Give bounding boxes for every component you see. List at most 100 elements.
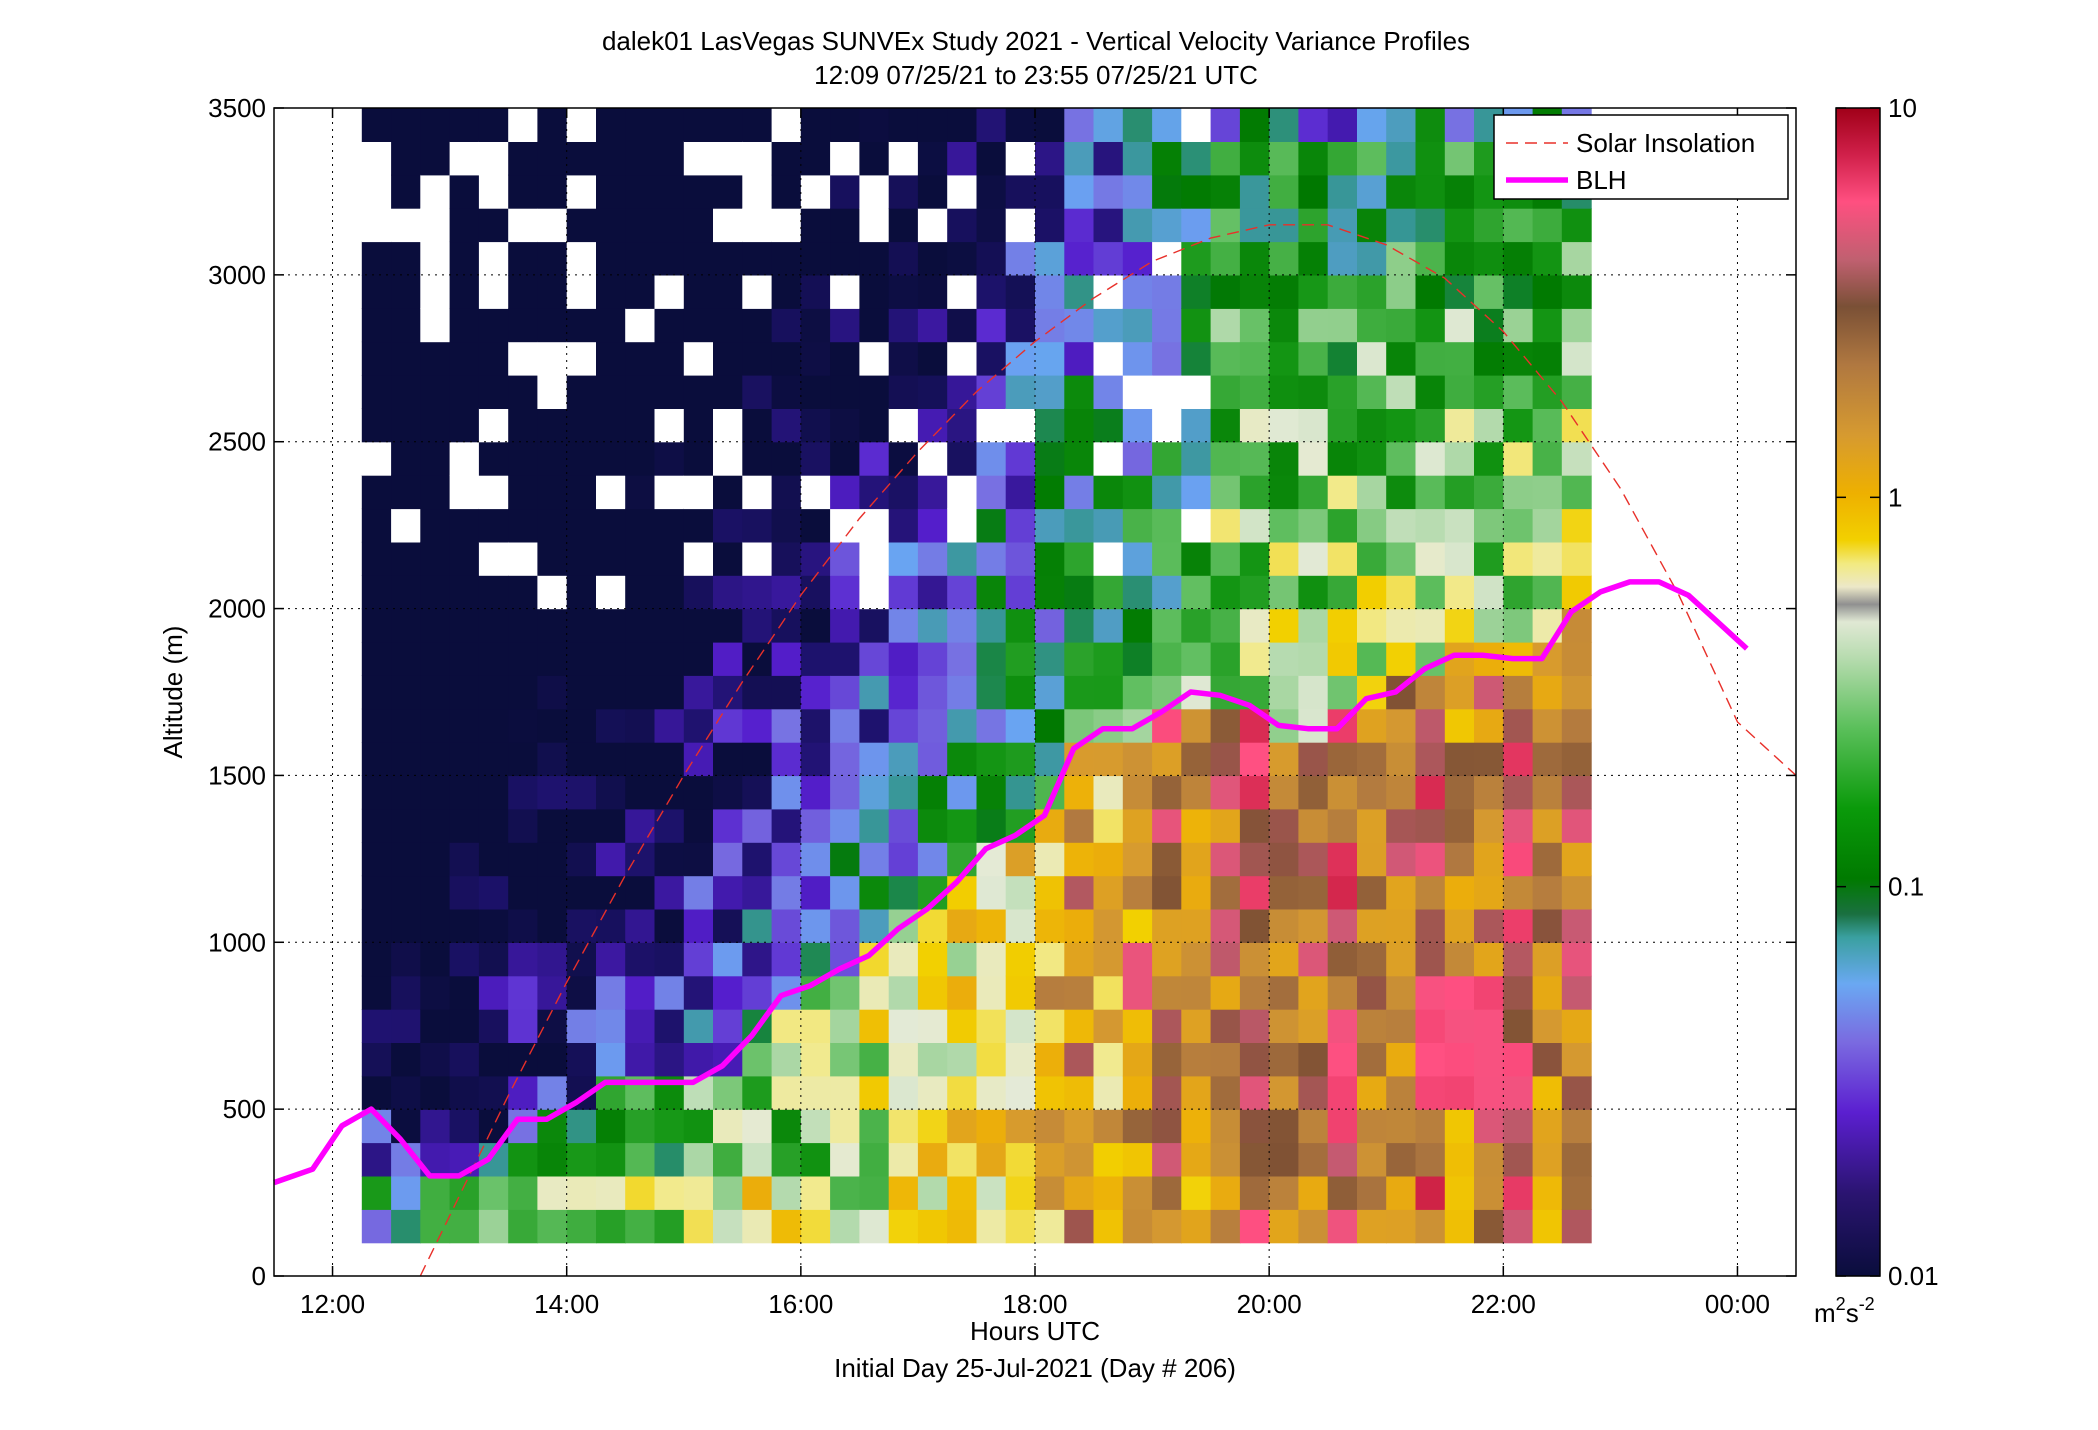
heatmap-cell <box>1532 475 1563 510</box>
heatmap-cell <box>713 541 743 576</box>
heatmap-cell <box>391 1075 421 1110</box>
heatmap-cell <box>771 908 802 943</box>
heatmap-cell <box>947 808 978 843</box>
heatmap-cell <box>1503 441 1534 476</box>
heatmap-cell <box>1503 1109 1534 1144</box>
heatmap-cell <box>1005 675 1036 710</box>
heatmap-cell <box>596 475 626 510</box>
heatmap-cell <box>625 808 656 843</box>
heatmap-cell <box>625 375 656 409</box>
heatmap-cell <box>1474 808 1504 843</box>
heatmap-cell <box>1357 408 1387 443</box>
heatmap-cell <box>888 341 919 376</box>
heatmap-cell <box>1239 274 1270 309</box>
heatmap-cell <box>683 1109 714 1144</box>
heatmap-cell <box>508 608 539 643</box>
heatmap-cell <box>683 1142 714 1177</box>
heatmap-cell <box>1035 141 1065 176</box>
heatmap-cell <box>1298 908 1329 943</box>
heatmap-cell <box>1239 1209 1270 1244</box>
heatmap-cell <box>888 408 919 443</box>
heatmap-cell <box>1035 475 1065 510</box>
heatmap-cell <box>566 575 597 610</box>
heatmap-cell <box>1035 808 1065 843</box>
heatmap-cell <box>800 1142 831 1177</box>
heatmap-cell <box>449 475 480 510</box>
heatmap-cell <box>1064 141 1095 176</box>
heatmap-cell <box>917 942 948 977</box>
heatmap-cell <box>596 608 626 643</box>
heatmap-cell <box>683 141 714 176</box>
heatmap-cell <box>947 308 978 343</box>
heatmap-cell <box>771 375 802 409</box>
heatmap-cell <box>1093 875 1124 910</box>
heatmap-cell <box>800 708 831 743</box>
heatmap-cell <box>654 241 685 276</box>
heatmap-cell <box>654 1142 685 1177</box>
heatmap-cell <box>537 108 568 142</box>
heatmap-cell <box>654 575 685 610</box>
heatmap-cell <box>1444 608 1475 643</box>
heatmap-cell <box>742 742 773 777</box>
heatmap-cell <box>566 742 597 777</box>
heatmap-cell <box>917 742 948 777</box>
heatmap-cell <box>742 1209 773 1244</box>
heatmap-cell <box>947 975 978 1010</box>
heatmap-cell <box>420 708 451 743</box>
heatmap-cell <box>420 1042 451 1077</box>
heatmap-cell <box>1532 875 1563 910</box>
heatmap-cell <box>800 1042 831 1077</box>
heatmap-cell <box>1064 575 1095 610</box>
heatmap-cell <box>596 708 626 743</box>
heatmap-cell <box>1122 775 1153 810</box>
heatmap-cell <box>1503 775 1534 810</box>
heatmap-cell <box>1152 975 1182 1010</box>
heatmap-cell <box>654 608 685 643</box>
heatmap-cell <box>391 708 421 743</box>
heatmap-cell <box>1357 708 1387 743</box>
heatmap-cell <box>1152 341 1182 376</box>
heatmap-cell <box>508 208 539 243</box>
heatmap-cell <box>1327 341 1358 376</box>
heatmap-cell <box>566 208 597 243</box>
heatmap-cell <box>1093 241 1124 276</box>
heatmap-cell <box>859 241 890 276</box>
heatmap-cell <box>1122 842 1153 877</box>
heatmap-cell <box>976 1175 1007 1210</box>
heatmap-cell <box>976 608 1007 643</box>
heatmap-cell <box>800 1009 831 1043</box>
heatmap-cell <box>1035 1009 1065 1043</box>
heatmap-cell <box>917 1209 948 1244</box>
heatmap-cell <box>1005 842 1036 877</box>
heatmap-cell <box>361 842 392 877</box>
heatmap-cell <box>1239 808 1270 843</box>
heatmap-cell <box>742 842 773 877</box>
heatmap-cell <box>830 1042 860 1077</box>
heatmap-cell <box>1357 1142 1387 1177</box>
heatmap-cell <box>1269 775 1300 810</box>
heatmap-cell <box>1005 1042 1036 1077</box>
heatmap-cell <box>1122 1075 1153 1110</box>
heatmap-cell <box>1005 475 1036 510</box>
heatmap-cell <box>1239 108 1270 142</box>
heatmap-cell <box>1122 1109 1153 1144</box>
heatmap-cell <box>566 108 597 142</box>
heatmap-cell <box>420 1175 451 1210</box>
heatmap-cell <box>420 408 451 443</box>
heatmap-cell <box>771 108 802 142</box>
heatmap-cell <box>830 208 860 243</box>
heatmap-cell <box>1064 942 1095 977</box>
heatmap-cell <box>742 508 773 543</box>
heatmap-cell <box>537 475 568 510</box>
heatmap-cell <box>713 1175 743 1210</box>
heatmap-cell <box>683 708 714 743</box>
heatmap-cell <box>1152 842 1182 877</box>
heatmap-cell <box>478 575 509 610</box>
heatmap-cell <box>742 108 773 142</box>
heatmap-cell <box>1503 808 1534 843</box>
heatmap-cell <box>1327 575 1358 610</box>
heatmap-cell <box>1035 975 1065 1010</box>
heatmap-cell <box>478 708 509 743</box>
heatmap-cell <box>1298 1175 1329 1210</box>
heatmap-cell <box>859 441 890 476</box>
